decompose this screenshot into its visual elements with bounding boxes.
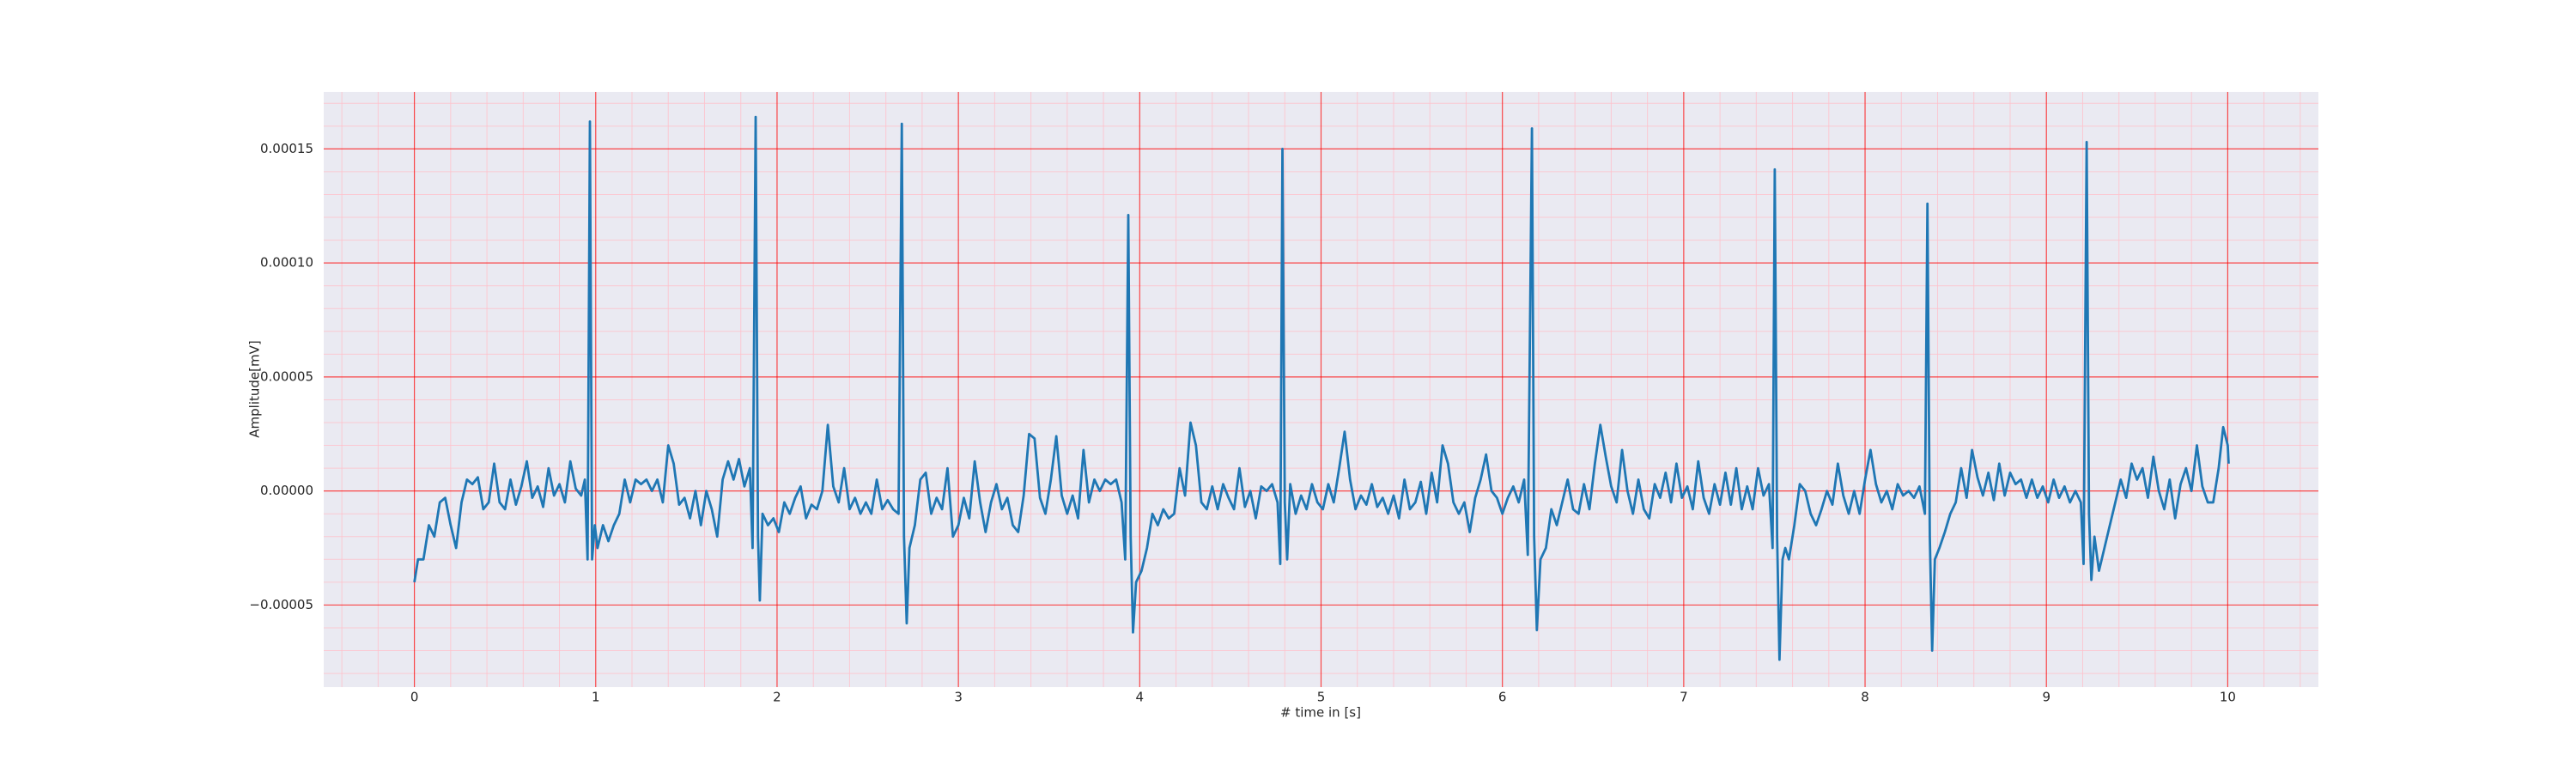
- x-tick-label: 0: [410, 690, 419, 705]
- y-tick-label: 0.00015: [260, 141, 313, 156]
- x-tick-label: 4: [1136, 690, 1145, 705]
- x-tick-label: 3: [954, 690, 963, 705]
- x-tick-label: 5: [1317, 690, 1326, 705]
- marks: [413, 115, 2230, 661]
- labels: 0 1 2 3 4 5 6 7 8 9 10 −0.00005 0.00000 0.00005 0.0001…: [249, 141, 2236, 705]
- x-tick-label: 7: [1680, 690, 1688, 705]
- y-tick-label: 0.00010: [260, 255, 313, 271]
- x-axis-label: # time in [s]: [1280, 705, 1361, 721]
- y-axis-label: Amplitude[mV]: [247, 340, 263, 437]
- x-tick-label: 6: [1498, 690, 1507, 705]
- x-tick-label: 8: [1861, 690, 1869, 705]
- x-tick-label: 1: [592, 690, 600, 705]
- x-tick-label: 2: [773, 690, 781, 705]
- signal-line: [413, 115, 2230, 661]
- x-tick-label: 10: [2220, 690, 2236, 705]
- y-tick-label: −0.00005: [249, 597, 313, 612]
- x-tick-label: 9: [2042, 690, 2050, 705]
- y-tick-label: 0.00000: [260, 483, 313, 498]
- y-tick-label: 0.00005: [260, 368, 313, 384]
- grid: [324, 92, 2318, 687]
